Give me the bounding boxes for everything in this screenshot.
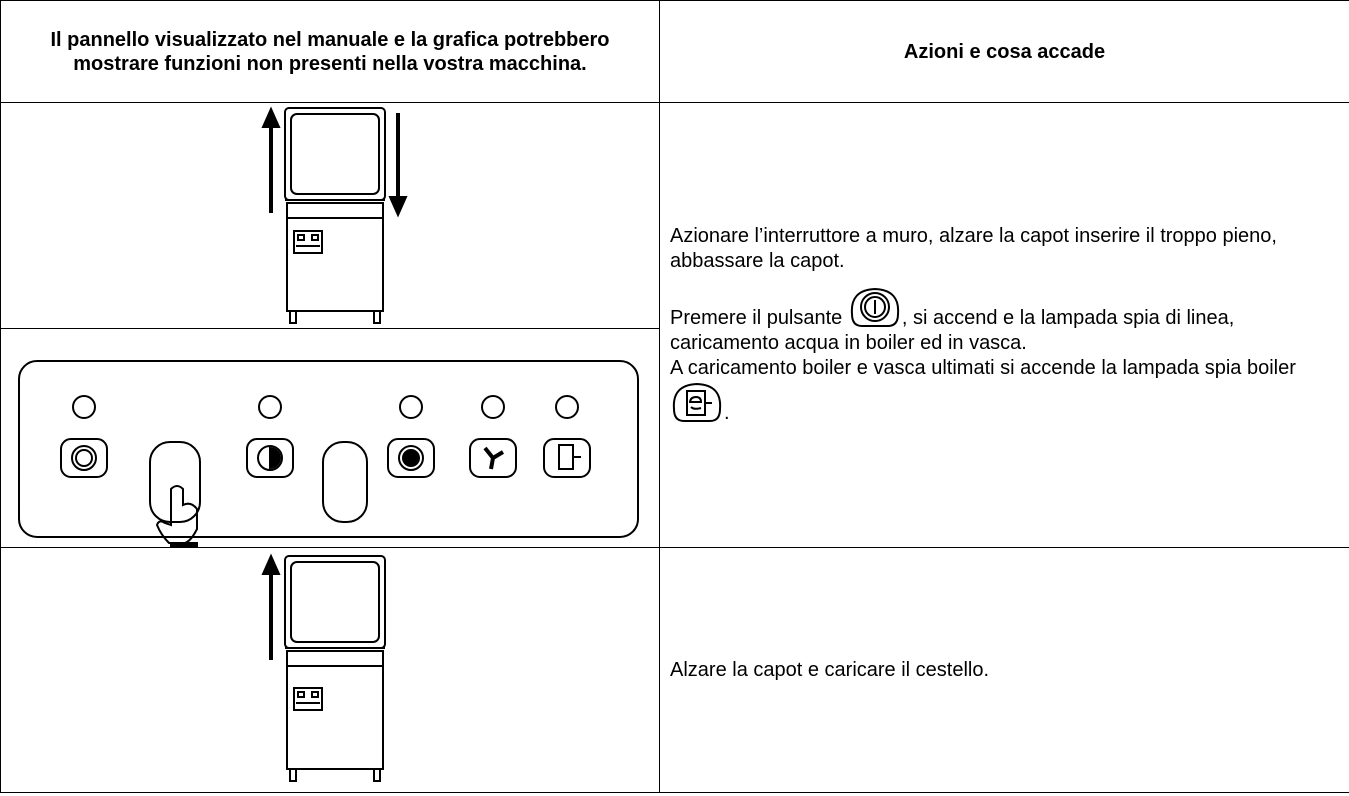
text: . xyxy=(724,402,730,424)
paragraph: Azionare l’interruttore a muro, alzare l… xyxy=(670,224,1339,274)
action-cell: Azionare l’interruttore a muro, alzare l… xyxy=(659,102,1349,548)
header-cell: Azioni e cosa accade xyxy=(659,0,1349,103)
text: Premere il pulsante xyxy=(670,307,843,329)
control-panel-illustration xyxy=(18,360,639,547)
machine-illustration xyxy=(261,106,408,324)
paragraph: Premere il pulsante , si accend e la lam… xyxy=(670,286,1339,426)
image-cell xyxy=(0,547,660,793)
text: Azionare l’interruttore a muro, alzare l… xyxy=(670,225,1277,272)
machine-illustration xyxy=(261,553,386,782)
power-button-icon xyxy=(850,287,899,327)
image-cell xyxy=(0,102,660,329)
text: , si accend e la lampada spia di linea, … xyxy=(670,307,1235,354)
table-row: Azionare l’interruttore a muro, alzare l… xyxy=(0,102,1349,548)
paragraph: Alzare la capot e caricare il cestello. xyxy=(670,658,1339,683)
action-cell: Alzare la capot e caricare il cestello. xyxy=(659,547,1349,793)
boiler-icon xyxy=(672,382,722,422)
table-row: Alzare la capot e caricare il cestello. xyxy=(0,547,1349,793)
text: Alzare la capot e caricare il cestello. xyxy=(670,658,990,681)
text: A caricamento boiler e vasca ultimati si… xyxy=(670,357,1296,379)
header-row: Il pannello visualizzato nel manuale e l… xyxy=(0,0,1349,103)
header-cell: Il pannello visualizzato nel manuale e l… xyxy=(0,0,660,103)
image-cell xyxy=(0,328,660,548)
